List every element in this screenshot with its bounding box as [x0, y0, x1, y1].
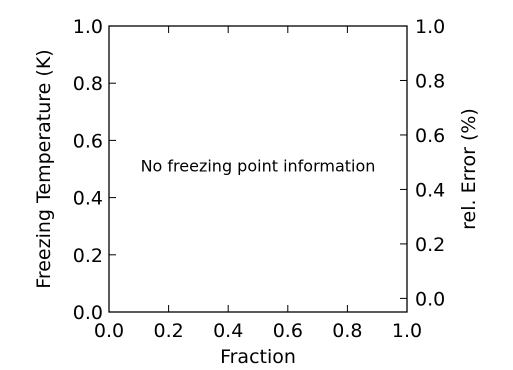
- x-axis: 0.0 0.2 0.4 0.6 0.8 1.0: [94, 26, 422, 342]
- no-data-annotation: No freezing point information: [141, 157, 376, 176]
- x-tick-label: 0.8: [332, 320, 362, 342]
- y2-tick-label: 0.2: [415, 234, 445, 256]
- y2-tick-label: 0.8: [415, 70, 445, 92]
- x-tick-label: 0.0: [94, 320, 124, 342]
- x-tick-label: 0.4: [213, 320, 243, 342]
- y2-tick-label: 0.0: [415, 288, 445, 310]
- y-tick-label: 0.4: [73, 188, 103, 210]
- y-tick-label: 1.0: [73, 16, 103, 38]
- x-tick-label: 0.2: [153, 320, 183, 342]
- left-y-axis: 0.0 0.2 0.4 0.6 0.8 1.0: [73, 16, 116, 324]
- y-tick-label: 0.0: [73, 302, 103, 324]
- left-y-axis-label: Freezing Temperature (K): [33, 49, 55, 288]
- y2-tick-label: 0.4: [415, 179, 445, 201]
- y2-tick-label: 0.6: [415, 125, 445, 147]
- y-tick-label: 0.2: [73, 245, 103, 267]
- x-tick-label: 1.0: [392, 320, 422, 342]
- x-tick-label: 0.6: [273, 320, 303, 342]
- plot-area: [108, 25, 408, 313]
- y-tick-label: 0.6: [73, 130, 103, 152]
- x-axis-label: Fraction: [220, 346, 296, 368]
- right-y-axis: 0.0 0.2 0.4 0.6 0.8 1.0: [400, 16, 445, 310]
- y2-tick-label: 1.0: [415, 16, 445, 38]
- right-y-axis-label: rel. Error (%): [458, 108, 480, 230]
- y-tick-label: 0.8: [73, 73, 103, 95]
